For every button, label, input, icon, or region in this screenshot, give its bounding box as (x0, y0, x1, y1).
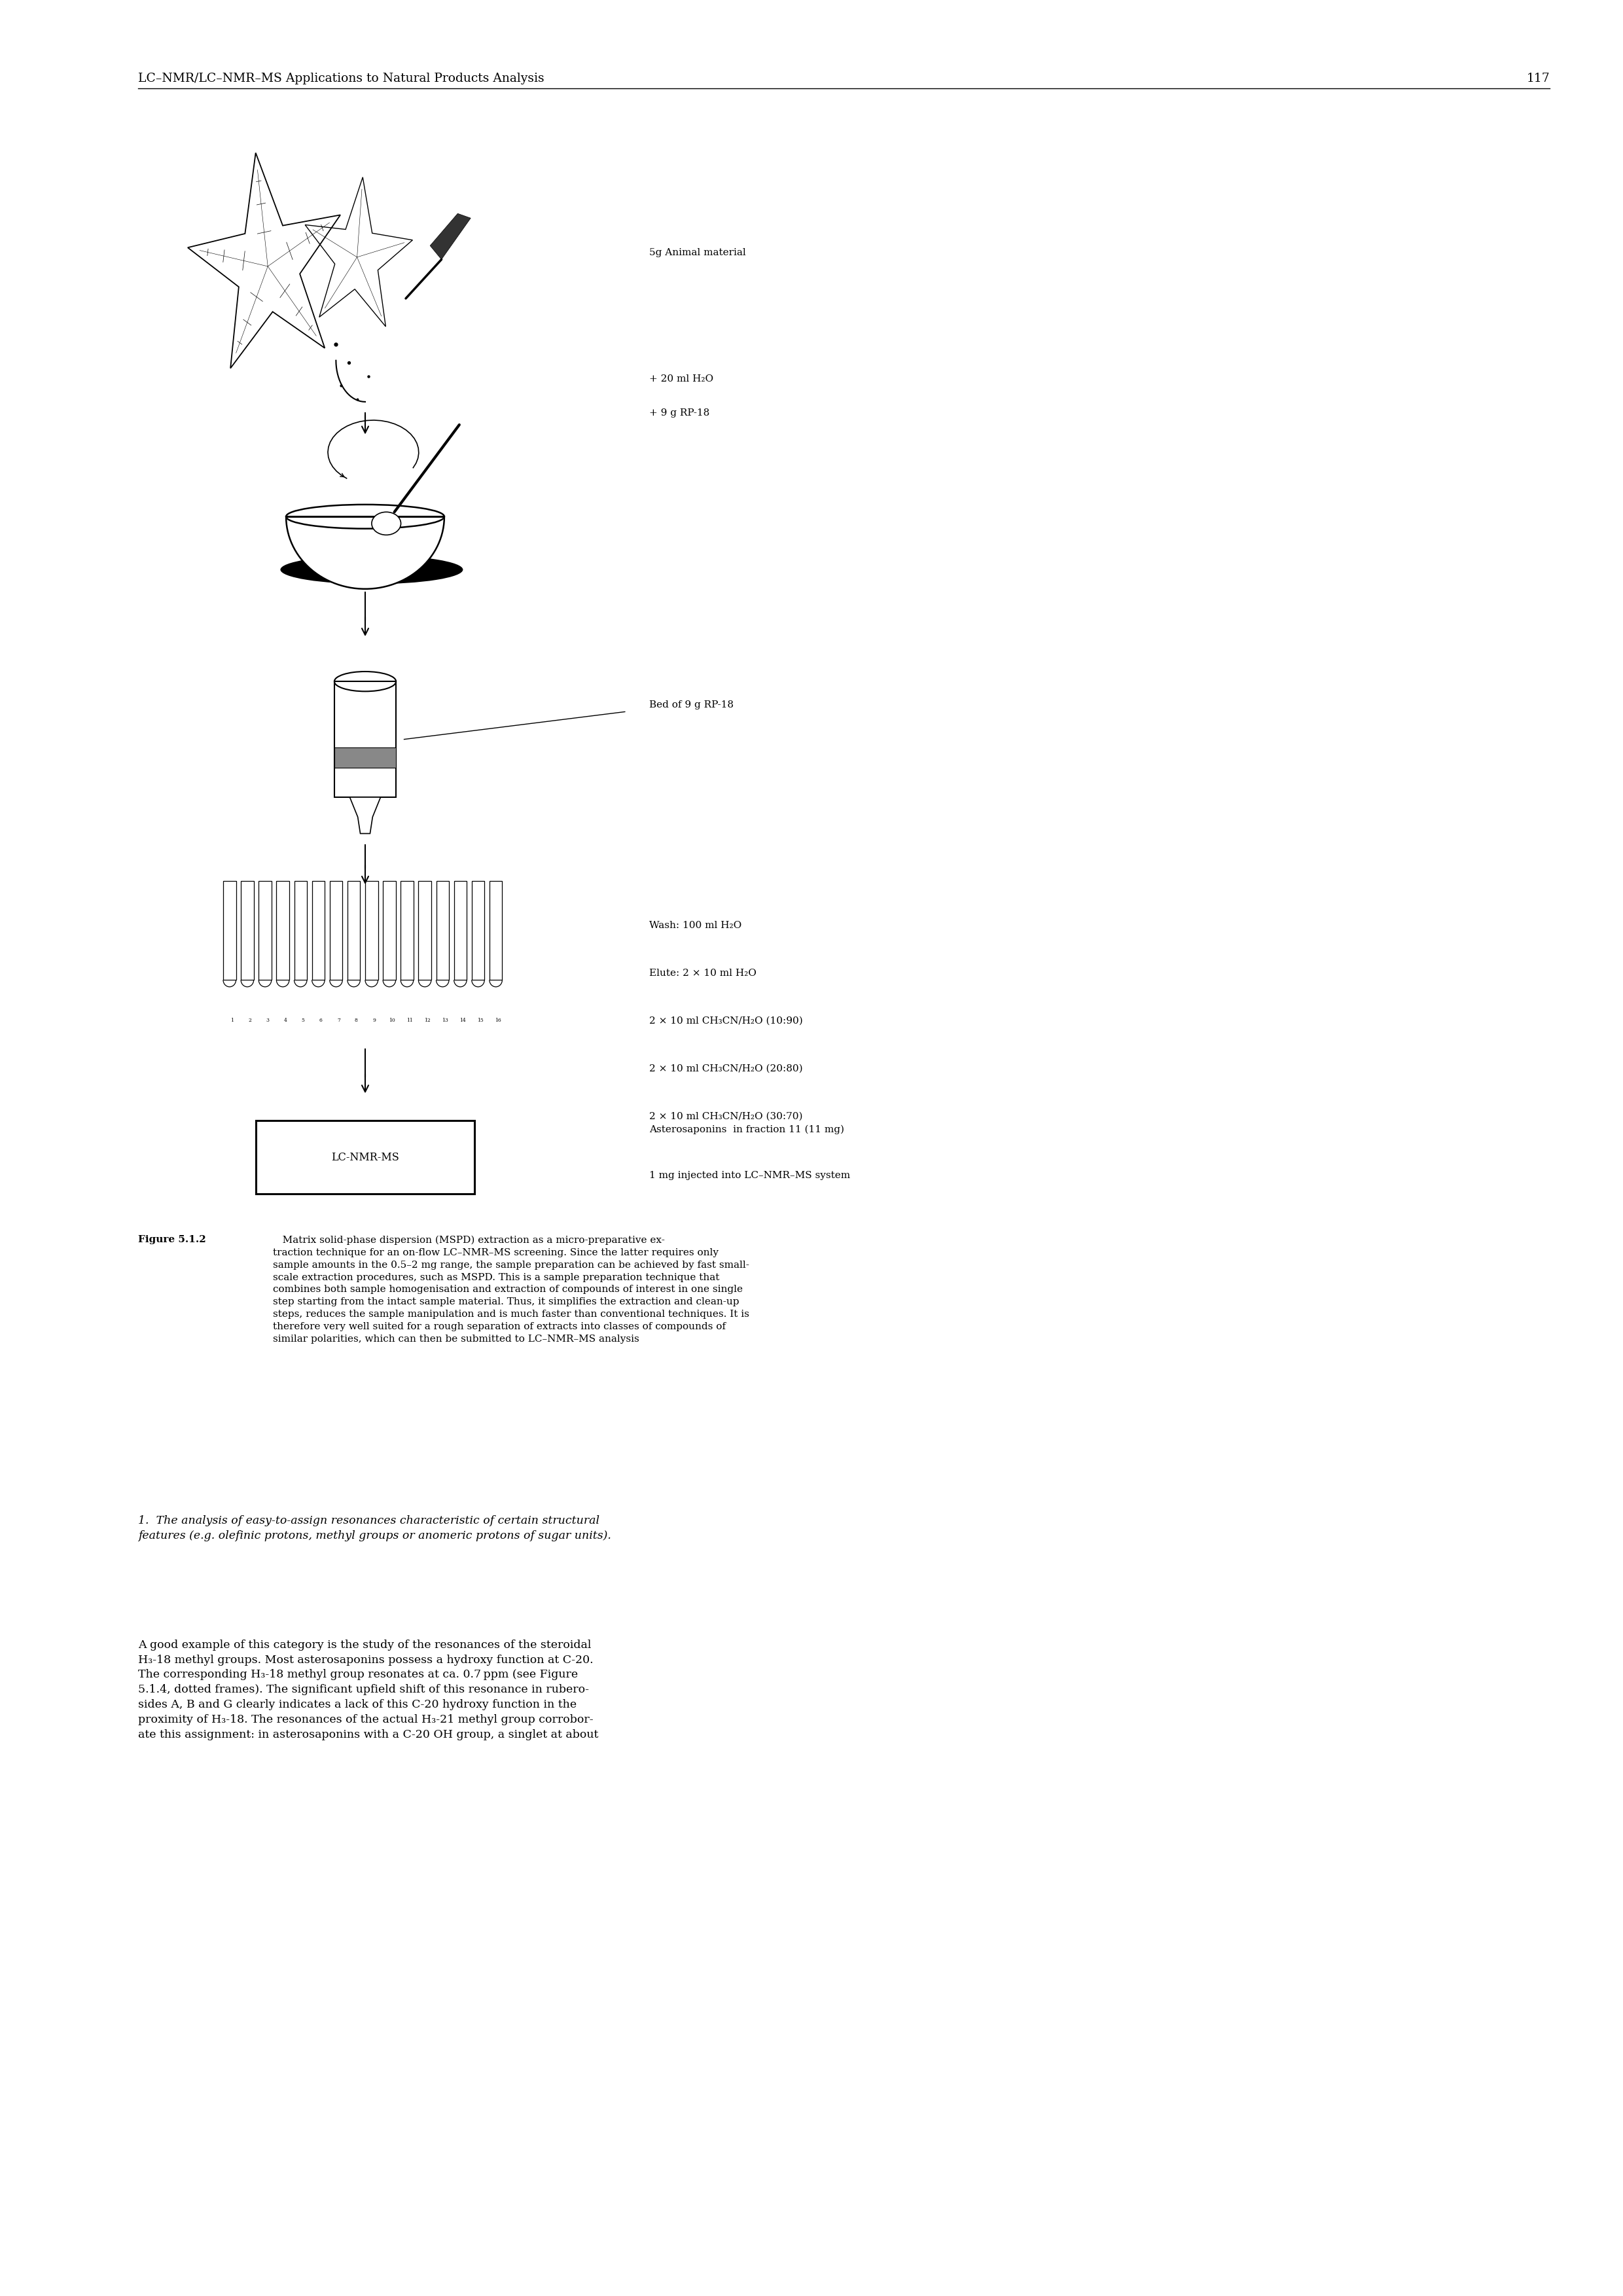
Text: 1: 1 (230, 1017, 234, 1022)
Text: 2 × 10 ml CH₃CN/H₂O (20:80): 2 × 10 ml CH₃CN/H₂O (20:80) (649, 1063, 803, 1072)
Text: 2 × 10 ml CH₃CN/H₂O (30:70): 2 × 10 ml CH₃CN/H₂O (30:70) (649, 1111, 803, 1120)
Polygon shape (286, 517, 445, 588)
Text: + 9 g RP-18: + 9 g RP-18 (649, 409, 709, 418)
Bar (256, 1120, 474, 1194)
Text: 3: 3 (266, 1017, 269, 1022)
Text: Bed of 9 g RP-18: Bed of 9 g RP-18 (649, 700, 734, 709)
Text: 9: 9 (372, 1017, 375, 1022)
Text: 10: 10 (388, 1017, 394, 1022)
Text: 12: 12 (424, 1017, 430, 1022)
Text: 4: 4 (284, 1017, 287, 1022)
Bar (329, 882, 342, 980)
Text: 11: 11 (406, 1017, 412, 1022)
Text: 117: 117 (1527, 71, 1550, 85)
Text: 6: 6 (320, 1017, 323, 1022)
Bar (419, 882, 432, 980)
Bar (472, 882, 485, 980)
Text: Wash: 100 ml H₂O: Wash: 100 ml H₂O (649, 921, 742, 930)
Polygon shape (430, 214, 471, 259)
Text: 2 × 10 ml CH₃CN/H₂O (10:90): 2 × 10 ml CH₃CN/H₂O (10:90) (649, 1017, 803, 1026)
Bar (454, 882, 467, 980)
Text: + 20 ml H₂O: + 20 ml H₂O (649, 374, 714, 383)
Bar (401, 882, 414, 980)
Text: 1 mg injected into LC–NMR–MS system: 1 mg injected into LC–NMR–MS system (649, 1171, 850, 1180)
Text: 14: 14 (459, 1017, 466, 1022)
Ellipse shape (281, 556, 463, 583)
Bar (294, 882, 307, 980)
Bar (334, 748, 396, 767)
Text: Elute: 2 × 10 ml H₂O: Elute: 2 × 10 ml H₂O (649, 969, 756, 978)
Text: 1.  The analysis of easy-to-assign resonances characteristic of certain structur: 1. The analysis of easy-to-assign resona… (138, 1515, 610, 1541)
Bar (347, 882, 360, 980)
Text: 7: 7 (338, 1017, 341, 1022)
Text: 13: 13 (441, 1017, 448, 1022)
Bar (334, 682, 396, 797)
Bar (437, 882, 450, 980)
Text: 5g Animal material: 5g Animal material (649, 248, 747, 257)
Text: A good example of this category is the study of the resonances of the steroidal
: A good example of this category is the s… (138, 1639, 599, 1740)
Text: Matrix solid-phase dispersion (MSPD) extraction as a micro-preparative ex-
tract: Matrix solid-phase dispersion (MSPD) ext… (273, 1235, 748, 1343)
Bar (365, 882, 378, 980)
Bar (312, 882, 325, 980)
Bar (490, 882, 502, 980)
Polygon shape (349, 797, 380, 833)
Text: LC-NMR-MS: LC-NMR-MS (331, 1153, 399, 1162)
Text: 5: 5 (302, 1017, 305, 1022)
Bar (240, 882, 253, 980)
Text: Figure 5.1.2: Figure 5.1.2 (138, 1235, 206, 1244)
Text: 8: 8 (355, 1017, 359, 1022)
Text: 16: 16 (495, 1017, 502, 1022)
Bar (224, 882, 235, 980)
Text: Asterosaponins  in fraction 11 (11 mg): Asterosaponins in fraction 11 (11 mg) (649, 1125, 844, 1134)
Text: LC–NMR/LC–NMR–MS Applications to Natural Products Analysis: LC–NMR/LC–NMR–MS Applications to Natural… (138, 71, 544, 85)
Text: 15: 15 (477, 1017, 484, 1022)
Bar (383, 882, 396, 980)
Bar (258, 882, 271, 980)
Text: 2: 2 (248, 1017, 252, 1022)
Ellipse shape (372, 512, 401, 535)
Bar (276, 882, 289, 980)
